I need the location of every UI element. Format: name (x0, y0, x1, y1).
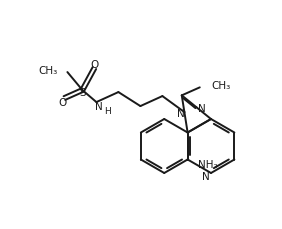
Text: O: O (90, 60, 98, 70)
Text: CH₃: CH₃ (38, 66, 58, 76)
Text: N: N (202, 171, 210, 181)
Text: N: N (197, 104, 205, 114)
Text: NH₂: NH₂ (198, 159, 217, 169)
Text: H: H (104, 106, 111, 115)
Text: N: N (177, 109, 184, 119)
Text: CH₃: CH₃ (212, 81, 231, 91)
Text: N: N (94, 102, 102, 112)
Text: O: O (58, 98, 67, 108)
Text: S: S (79, 88, 86, 98)
